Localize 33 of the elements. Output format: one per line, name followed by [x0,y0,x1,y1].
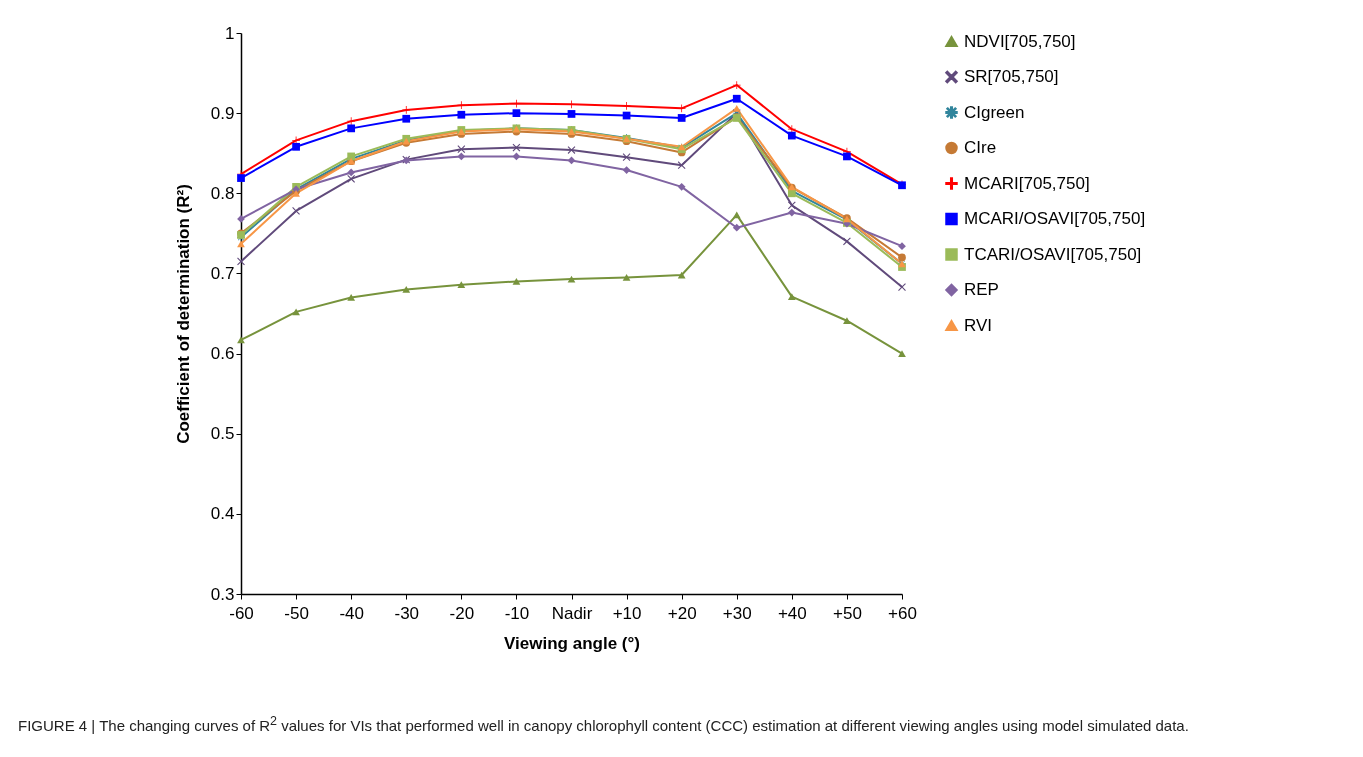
x-tick-label: +60 [888,603,917,623]
legend-label: REP [964,280,999,299]
y-tick-label: 0.9 [210,103,235,123]
x-tick-label: +10 [612,603,642,623]
legend-label: MCARI/OSAVI[705,750] [964,209,1146,228]
x-tick-label: +20 [667,603,697,623]
x-tick-label: +40 [777,603,807,623]
x-tick-label: Nadir [551,603,593,623]
y-tick-label: 1 [225,23,235,43]
legend-label: CIgreen [964,102,1025,122]
x-tick-label: -20 [449,603,475,623]
x-tick-label: -10 [504,603,530,623]
x-tick-label: +30 [722,603,752,623]
caption: FIGURE 4 | The changing curves of R$^{2}$ values for VIs that performed well in canopy chlorophyll content (CCC) estimation at different viewing angles using model simulated data. [18,713,1190,736]
y-tick-label: 0.3 [210,584,235,604]
legend-label: TCARI/OSAVI[705,750] [964,244,1142,264]
y-tick-label: 0.6 [210,344,235,364]
y-tick-label: 0.7 [210,263,235,283]
y-tick-label: 0.8 [210,183,235,203]
y-tick-label: 0.4 [210,504,235,524]
legend-label: CIre [964,138,997,157]
y-axis-title: Coefficient of determination (R²) [173,184,193,444]
x-tick-label: -30 [394,603,420,623]
x-tick-label: -40 [339,603,364,623]
legend-label: RVI [964,315,993,335]
x-tick-label: -60 [229,603,254,623]
legend-label: MCARI[705,750] [964,173,1090,193]
x-tick-label: +50 [832,603,862,623]
y-tick-label: 0.5 [210,424,235,444]
x-tick-label: -50 [284,603,309,623]
legend-label: SR[705,750] [964,67,1059,86]
legend-label: NDVI[705,750] [964,31,1076,51]
x-axis-title: Viewing angle (°) [504,633,640,653]
